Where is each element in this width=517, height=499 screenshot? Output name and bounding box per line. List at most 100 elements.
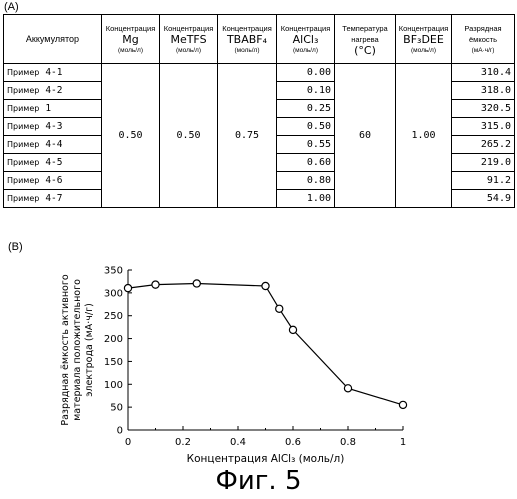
alcl3-value: 0.80: [277, 172, 335, 190]
header-temp-top: Температура: [335, 23, 395, 34]
example-id: 4-3: [45, 121, 62, 132]
header-bf3dee: Концентрация BF₃DEE (моль/л): [396, 15, 452, 64]
table-body: Пример4-10.500.500.750.00601.00310.4Прим…: [4, 64, 515, 208]
header-temp: Температура нагрева (°C): [335, 15, 396, 64]
example-prefix: Пример: [7, 176, 39, 185]
merged-tbabf4-value: 0.75: [218, 64, 277, 208]
merged-metfs-value: 0.50: [160, 64, 218, 208]
capacity-value: 54.9: [452, 190, 515, 208]
header-capacity-unit: (мА·ч/г): [452, 45, 514, 56]
header-mg-top: Концентрация: [102, 23, 159, 34]
row-example-name: Пример4-4: [4, 136, 102, 154]
y-axis-label-line: материала положительного: [72, 279, 83, 421]
capacity-value: 320.5: [452, 100, 515, 118]
panel-a-label: (A): [4, 1, 19, 13]
header-capacity-mid: ёмкость: [452, 34, 514, 45]
row-example-name: Пример 4-7: [4, 190, 102, 208]
alcl3-value: 0.25: [277, 100, 335, 118]
example-id: 4-6: [45, 175, 62, 186]
header-tbabf4-top: Концентрация: [218, 23, 276, 34]
row-example-name: Пример 4-1: [4, 64, 102, 82]
table-row: Пример4-10.500.500.750.00601.00310.4: [4, 64, 515, 82]
merged-bf3dee-value: 1.00: [396, 64, 452, 208]
header-mg: Концентрация Mg (моль/л): [102, 15, 160, 64]
header-metfs-main: MeTFS: [160, 34, 217, 45]
header-bf3dee-main: BF₃DEE: [396, 34, 451, 45]
example-id: 4-7: [45, 193, 62, 204]
x-tick-label: 1: [400, 437, 406, 448]
alcl3-value: 0.55: [277, 136, 335, 154]
figure-caption: Фиг. 5: [0, 466, 517, 496]
merged-mg-value: 0.50: [102, 64, 160, 208]
y-tick-label: 300: [104, 288, 123, 299]
y-tick-label: 350: [104, 266, 123, 277]
y-tick-label: 250: [104, 311, 123, 322]
x-tick-label: 0.8: [340, 437, 356, 448]
capacity-value: 219.0: [452, 154, 515, 172]
example-prefix: Пример: [7, 86, 39, 95]
example-prefix: Пример: [7, 104, 39, 113]
example-prefix: Пример: [7, 194, 39, 203]
y-tick-label: 150: [104, 357, 123, 368]
header-accumulator: Аккумулятор: [4, 15, 102, 64]
y-tick-label: 200: [104, 334, 123, 345]
series-line: [128, 283, 403, 404]
x-axis-label: Концентрация AlCl₃ (моль/л): [187, 453, 345, 464]
data-point-marker: [152, 281, 159, 288]
y-tick-label: 100: [104, 380, 123, 391]
x-tick-label: 0.6: [285, 437, 301, 448]
header-bf3dee-top: Концентрация: [396, 23, 451, 34]
alcl3-value: 0.00: [277, 64, 335, 82]
data-point-marker: [262, 282, 269, 289]
capacity-value: 310.4: [452, 64, 515, 82]
merged-temp-value: 60: [335, 64, 396, 208]
capacity-value: 318.0: [452, 82, 515, 100]
row-example-name: Пример 1: [4, 100, 102, 118]
capacity-value: 265.2: [452, 136, 515, 154]
header-bf3dee-unit: (моль/л): [396, 45, 451, 56]
data-point-marker: [289, 326, 296, 333]
x-tick-label: 0.4: [230, 437, 246, 448]
header-alcl3-main: AlCl₃: [277, 34, 334, 45]
row-example-name: Пример 4-5: [4, 154, 102, 172]
header-temp-mid: нагрева: [335, 34, 395, 45]
capacity-chart: 0 50 100 150 200 250 300 350 0 0.2 0.4 0.6 0.8 1 Конце…: [0, 238, 517, 464]
alcl3-value: 1.00: [277, 190, 335, 208]
header-alcl3: Концентрация AlCl₃ (моль/л): [277, 15, 335, 64]
alcl3-value: 0.10: [277, 82, 335, 100]
results-table: Аккумулятор Концентрация Mg (моль/л) Кон…: [3, 14, 515, 208]
header-tbabf4-main: TBABF₄: [218, 34, 276, 45]
header-metfs-unit: (моль/л): [160, 45, 217, 56]
header-capacity: Разрядная ёмкость (мА·ч/г): [452, 15, 515, 64]
x-tick-label: 0.2: [175, 437, 191, 448]
capacity-value: 315.0: [452, 118, 515, 136]
header-metfs-top: Концентрация: [160, 23, 217, 34]
header-tbabf4: Концентрация TBABF₄ (моль/л): [218, 15, 277, 64]
row-example-name: Пример 4-2: [4, 82, 102, 100]
example-prefix: Пример: [7, 68, 39, 77]
row-example-name: Пример 4-3: [4, 118, 102, 136]
header-temp-main: (°C): [335, 45, 395, 56]
example-id: 1: [45, 103, 51, 114]
header-mg-unit: (моль/л): [102, 45, 159, 56]
example-id: 4-1: [45, 67, 62, 78]
example-prefix: Пример: [7, 122, 39, 131]
data-point-marker: [193, 280, 200, 287]
capacity-value: 91.2: [452, 172, 515, 190]
row-example-name: Пример 4-6: [4, 172, 102, 190]
header-tbabf4-unit: (моль/л): [218, 45, 276, 56]
y-axis-label-line: Разрядная ёмкость активного: [60, 274, 71, 426]
y-axis-label-line: электрода (мА·ч/г): [84, 303, 95, 397]
alcl3-value: 0.50: [277, 118, 335, 136]
header-capacity-top: Разрядная: [452, 23, 514, 34]
example-prefix: Пример: [7, 158, 39, 167]
example-id: 4-2: [45, 85, 62, 96]
y-tick-label: 0: [117, 426, 123, 437]
example-prefix: Пример: [7, 140, 39, 149]
data-point-marker: [344, 385, 351, 392]
example-id: 4-5: [45, 157, 62, 168]
data-point-marker: [399, 401, 406, 408]
x-tick-label: 0: [125, 437, 131, 448]
data-point-marker: [124, 285, 131, 292]
y-tick-label: 50: [110, 403, 123, 414]
